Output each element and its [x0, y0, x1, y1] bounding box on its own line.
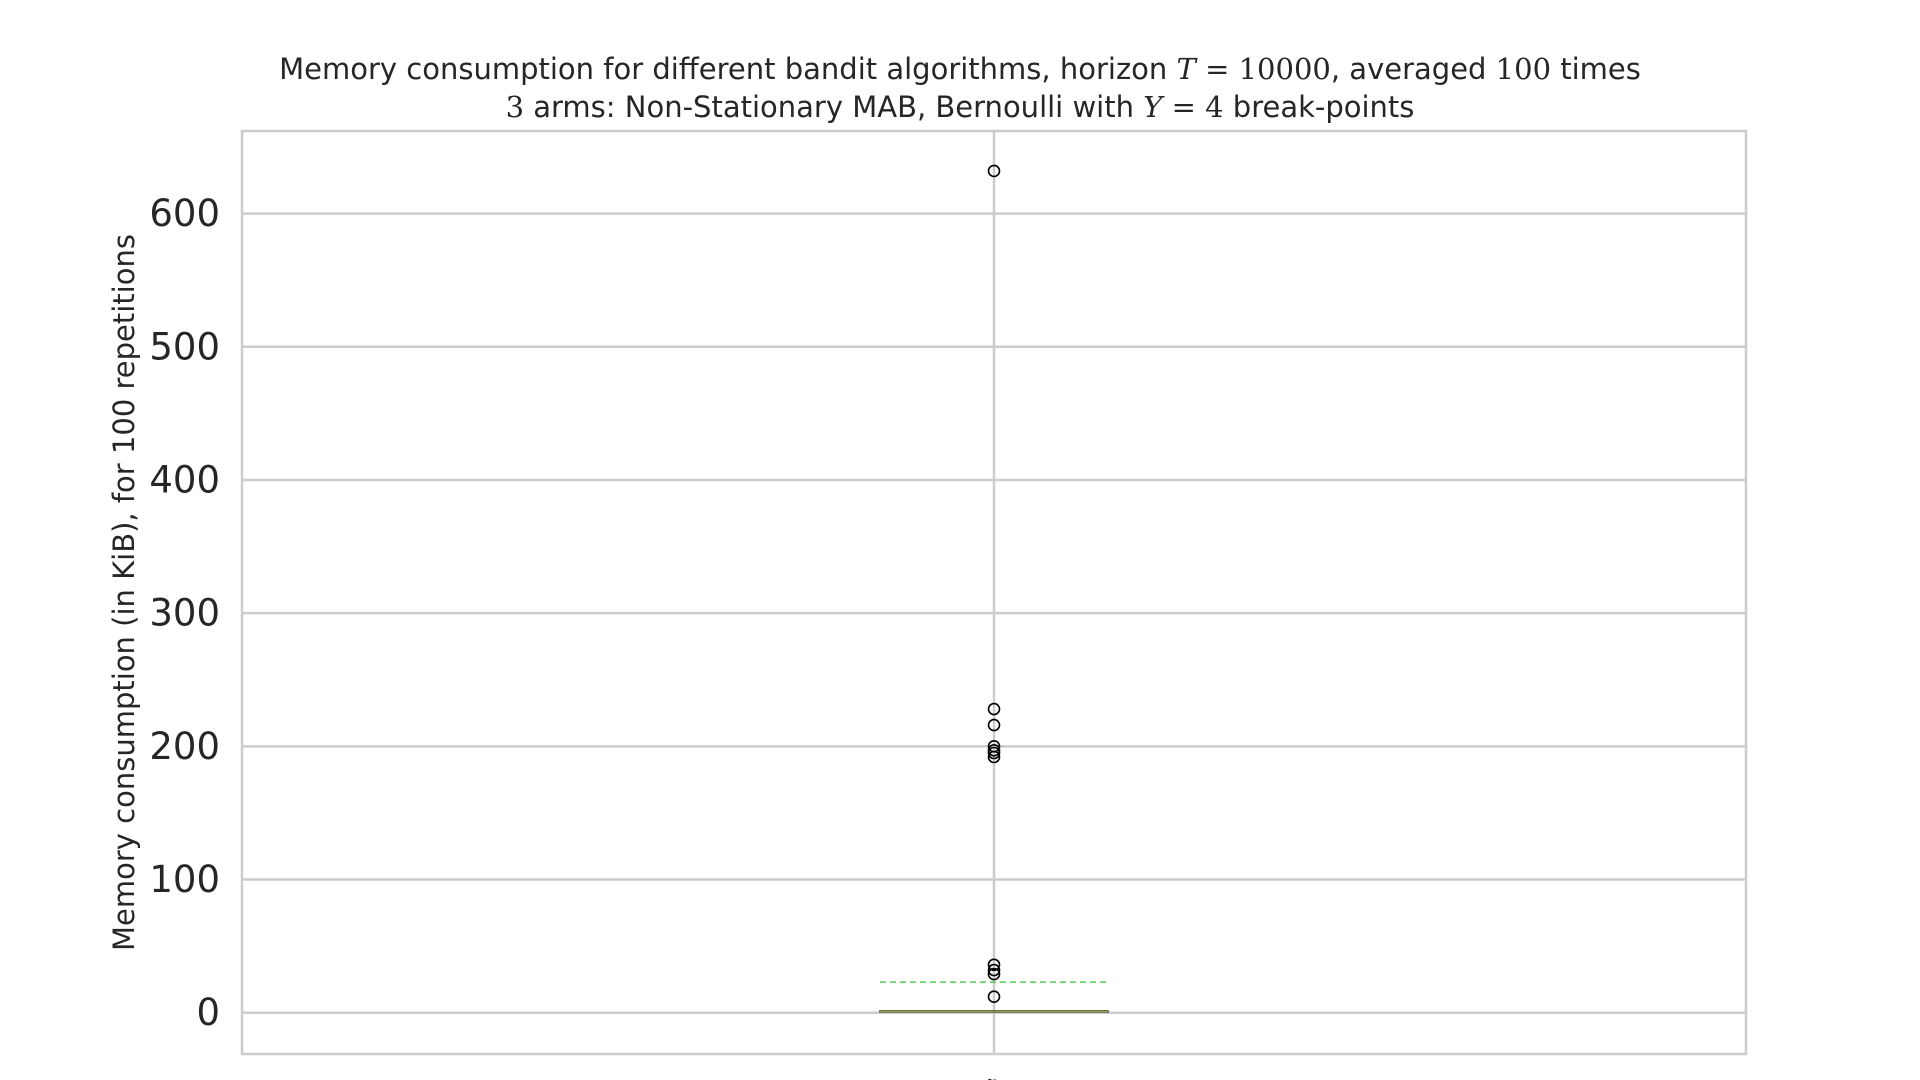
subtitle-breakpoint-var: Υ	[1143, 90, 1163, 124]
title-horizon-value: 10000	[1238, 52, 1331, 86]
subtitle-breakpoint-eq: =	[1162, 90, 1206, 124]
flier-point	[987, 958, 1001, 972]
title-repeats: 100	[1495, 52, 1552, 86]
x-tick-label: B	[986, 1078, 1002, 1080]
subtitle-middle: arms: Non-Stationary MAB, Bernoulli with	[524, 90, 1144, 124]
flier-point	[987, 702, 1001, 716]
flier-point	[987, 967, 1001, 981]
chart-title-line-2: 3 arms: Non-Stationary MAB, Bernoulli wi…	[0, 90, 1920, 124]
title-horizon-eq: =	[1195, 52, 1239, 86]
y-tick-label: 400	[149, 458, 220, 501]
flier-point	[987, 164, 1001, 178]
subtitle-suffix: break-points	[1223, 90, 1415, 124]
y-tick-label: 0	[196, 991, 220, 1034]
flier-point	[987, 718, 1001, 732]
y-tick-label: 200	[149, 725, 220, 768]
chart-title-line-1: Memory consumption for different bandit …	[0, 52, 1920, 86]
flier-point	[987, 990, 1001, 1004]
y-tick-label: 100	[149, 858, 220, 901]
y-tick-label: 600	[149, 192, 220, 235]
title-horizon-var: T	[1176, 52, 1196, 86]
subtitle-arms: 3	[505, 90, 525, 124]
title-middle: , averaged	[1330, 52, 1496, 86]
subtitle-breakpoint-value: 4	[1205, 90, 1224, 124]
y-tick-label: 300	[149, 592, 220, 635]
flier-point	[987, 750, 1001, 764]
title-prefix: Memory consumption for different bandit …	[279, 52, 1177, 86]
flier-point	[987, 746, 1001, 760]
y-tick-label: 500	[149, 325, 220, 368]
y-axis-label: Memory consumption (in KiB), for 100 rep…	[107, 234, 141, 951]
title-suffix: times	[1551, 52, 1641, 86]
flier-point	[987, 963, 1001, 977]
